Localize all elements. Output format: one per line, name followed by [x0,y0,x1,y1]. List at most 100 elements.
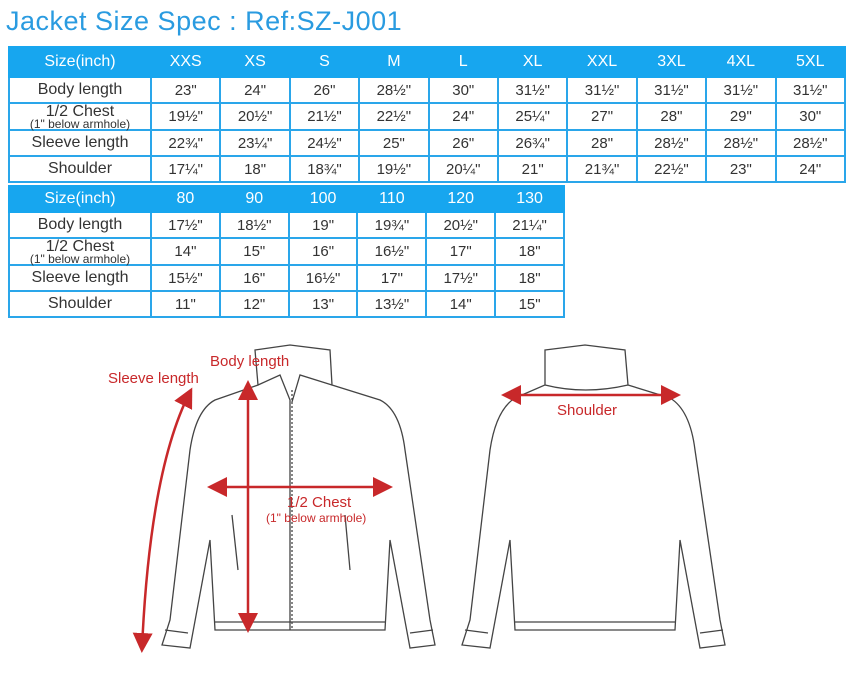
size-header: XXL [566,46,638,78]
measurement-value: 30" [427,76,499,104]
measurement-value: 28½" [705,129,777,157]
measurement-value: 25¼" [496,102,569,131]
measurement-value: 16½" [356,237,428,266]
measurement-value: 27" [566,102,638,131]
measurement-value: 18" [494,237,565,266]
measurement-value: 28½" [635,129,708,157]
measurement-value: 31½" [774,76,847,104]
measurement-value: 15½" [150,264,221,292]
jacket-diagram [132,344,726,653]
measurement-value: 12" [218,290,290,318]
label-main: Shoulder [47,295,113,312]
measurement-value: 23" [705,155,777,183]
body-length-label: Body length [210,353,290,370]
measurement-value: 19¾" [356,211,428,239]
measurement-value: 24" [427,102,499,131]
size-header: L [427,46,499,78]
measurement-row: 1/2 Chest (1" below armhole) 14" 15" 16" 16½"… [8,237,565,266]
measurement-value: 23" [149,76,222,104]
measurement-value: 21½" [288,102,361,131]
measurement-value: 24" [774,155,847,183]
measurement-value: 26¾" [496,129,569,157]
measurement-label: 1/2 Chest (1" below armhole) [8,237,152,266]
size-header-label: Size(inch) [8,185,152,213]
measurement-value: 25" [358,129,430,157]
measurement-label: Body length [8,211,152,239]
measurement-row: 1/2 Chest (1" below armhole) 19½" 20½" 21½" 2… [8,102,847,131]
measurement-value: 31½" [496,76,569,104]
back-jacket-outline [461,344,726,649]
measurement-value: 20½" [425,211,497,239]
label-main: Sleeve length [31,269,129,286]
measurement-label: Sleeve length [8,129,152,157]
measurement-label: Body length [8,76,152,104]
measurement-value: 23¼" [219,129,291,157]
size-header: M [358,46,430,78]
label-main: Body length [37,81,123,98]
measurement-value: 19" [287,211,359,239]
size-header: 4XL [705,46,777,78]
size-header-row: Size(inch) XXS XS S M L XL XXL 3XL 4XL 5XL [8,46,847,78]
kids-size-table: Size(inch) 80 90 100 110 120 130 Body length 17½… [8,185,565,318]
measurement-value: 20¼" [427,155,499,183]
size-header: 5XL [774,46,847,78]
measurement-value: 21" [496,155,569,183]
measurement-value: 22½" [635,155,708,183]
label-sub: (1" below armhole) [29,252,131,266]
adult-size-table: Size(inch) XXS XS S M L XL XXL 3XL 4XL 5XL Body len… [8,46,847,183]
measurement-row: Sleeve length 22¾" 23¼" 24½" 25" 26" 26¾" 28" 28… [8,129,847,157]
measurement-value: 22¾" [149,129,222,157]
size-header: XXS [149,46,222,78]
measurement-value: 19½" [149,102,222,131]
measurement-row: Shoulder 11" 12" 13" 13½" 14" 15" [8,290,565,318]
size-header: XL [496,46,569,78]
measurement-row: Shoulder 17¼" 18" 18¾" 19½" 20¼" 21" 21¾" 22½" 23… [8,155,847,183]
measurement-value: 16½" [287,264,359,292]
measurement-value: 30" [774,102,847,131]
measurement-value: 24" [219,76,291,104]
measurement-value: 17½" [150,211,221,239]
size-header: XS [219,46,291,78]
measurement-value: 17" [425,237,497,266]
chest-label: 1/2 Chest [287,494,352,511]
label-main: Sleeve length [31,134,129,151]
label-sub: (1" below armhole) [29,117,131,131]
measurement-value: 21¾" [566,155,638,183]
label-main: Shoulder [47,160,113,177]
measurement-value: 18½" [218,211,290,239]
size-header: 120 [425,185,497,213]
measurement-value: 26" [427,129,499,157]
measurement-value: 17" [356,264,428,292]
measurement-value: 28½" [774,129,847,157]
measurement-value: 11" [150,290,221,318]
size-header-label: Size(inch) [8,46,152,78]
measure-arrows [132,380,681,653]
measurement-label: Shoulder [8,290,152,318]
measurement-value: 14" [150,237,221,266]
measurement-value: 18¾" [288,155,361,183]
size-header: 80 [150,185,221,213]
measurement-value: 13½" [356,290,428,318]
measurement-label: Shoulder [8,155,152,183]
size-header: 100 [287,185,359,213]
measurement-value: 28½" [358,76,430,104]
size-header-row: Size(inch) 80 90 100 110 120 130 [8,185,565,213]
sleeve-length-label: Sleeve length [108,370,199,387]
measurement-row: Sleeve length 15½" 16" 16½" 17" 17½" 18" [8,264,565,292]
measurement-value: 22½" [358,102,430,131]
measurement-value: 26" [288,76,361,104]
measurement-value: 28" [566,129,638,157]
chest-sub-label: (1" below armhole) [266,511,367,525]
size-header: 110 [356,185,428,213]
measurement-value: 16" [218,264,290,292]
measurement-value: 31½" [566,76,638,104]
size-header: 3XL [635,46,708,78]
measurement-value: 19½" [358,155,430,183]
measurement-value: 21¼" [494,211,565,239]
label-main: 1/2 Chest [45,103,115,120]
label-main: Body length [37,216,123,233]
size-header: S [288,46,361,78]
measurement-row: Body length 17½" 18½" 19" 19¾" 20½" 21¼" [8,211,565,239]
measurement-row: Body length 23" 24" 26" 28½" 30" 31½" 31½" 31½" 3… [8,76,847,104]
measurement-value: 17½" [425,264,497,292]
